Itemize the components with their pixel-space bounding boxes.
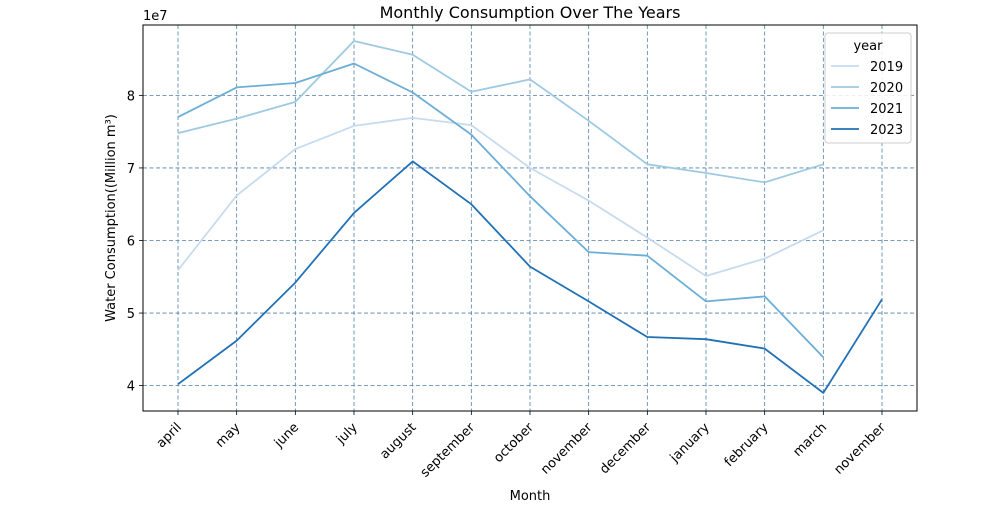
- x-tick-label: february: [722, 420, 772, 470]
- x-tick-label: august: [377, 420, 419, 462]
- series-line-2023: [177, 160, 883, 394]
- y-tick-label: 4: [127, 380, 135, 395]
- y-tick-label: 6: [127, 234, 135, 249]
- y-axis-title: Water Consumption((Million m³): [104, 114, 119, 322]
- y-tick-label: 5: [127, 307, 135, 322]
- x-tick-label: november: [538, 420, 596, 478]
- legend-label-2019: 2019: [870, 60, 903, 75]
- legend: year 2019 2020 2021 2023: [824, 32, 912, 144]
- y-tick-label: 7: [127, 162, 135, 177]
- series-line-2019: [177, 117, 824, 277]
- y-axis-offset-label: 1e7: [143, 9, 168, 24]
- x-tick-label: september: [418, 420, 479, 481]
- x-tick-label: january: [667, 420, 713, 466]
- y-tick-label: 8: [127, 89, 135, 104]
- x-tick-label: november: [831, 420, 889, 478]
- x-tick-label: march: [791, 420, 831, 460]
- x-tick-label: december: [597, 420, 654, 477]
- legend-title: year: [853, 39, 883, 54]
- x-axis-title: Month: [510, 489, 551, 504]
- legend-label-2020: 2020: [870, 81, 903, 96]
- legend-box: [824, 32, 912, 144]
- series-line-2021: [177, 62, 824, 358]
- x-tick-label: may: [213, 420, 244, 451]
- legend-label-2023: 2023: [870, 123, 903, 138]
- series-line-2020: [177, 40, 824, 184]
- legend-label-2021: 2021: [870, 102, 903, 117]
- grid: [143, 25, 917, 411]
- x-tick-label: june: [271, 420, 302, 451]
- chart-title: Monthly Consumption Over The Years: [380, 3, 681, 22]
- x-tick-label: october: [491, 420, 537, 466]
- x-tick-label: april: [154, 420, 185, 451]
- x-tick-label: july: [333, 420, 361, 448]
- series-lines: [177, 40, 883, 394]
